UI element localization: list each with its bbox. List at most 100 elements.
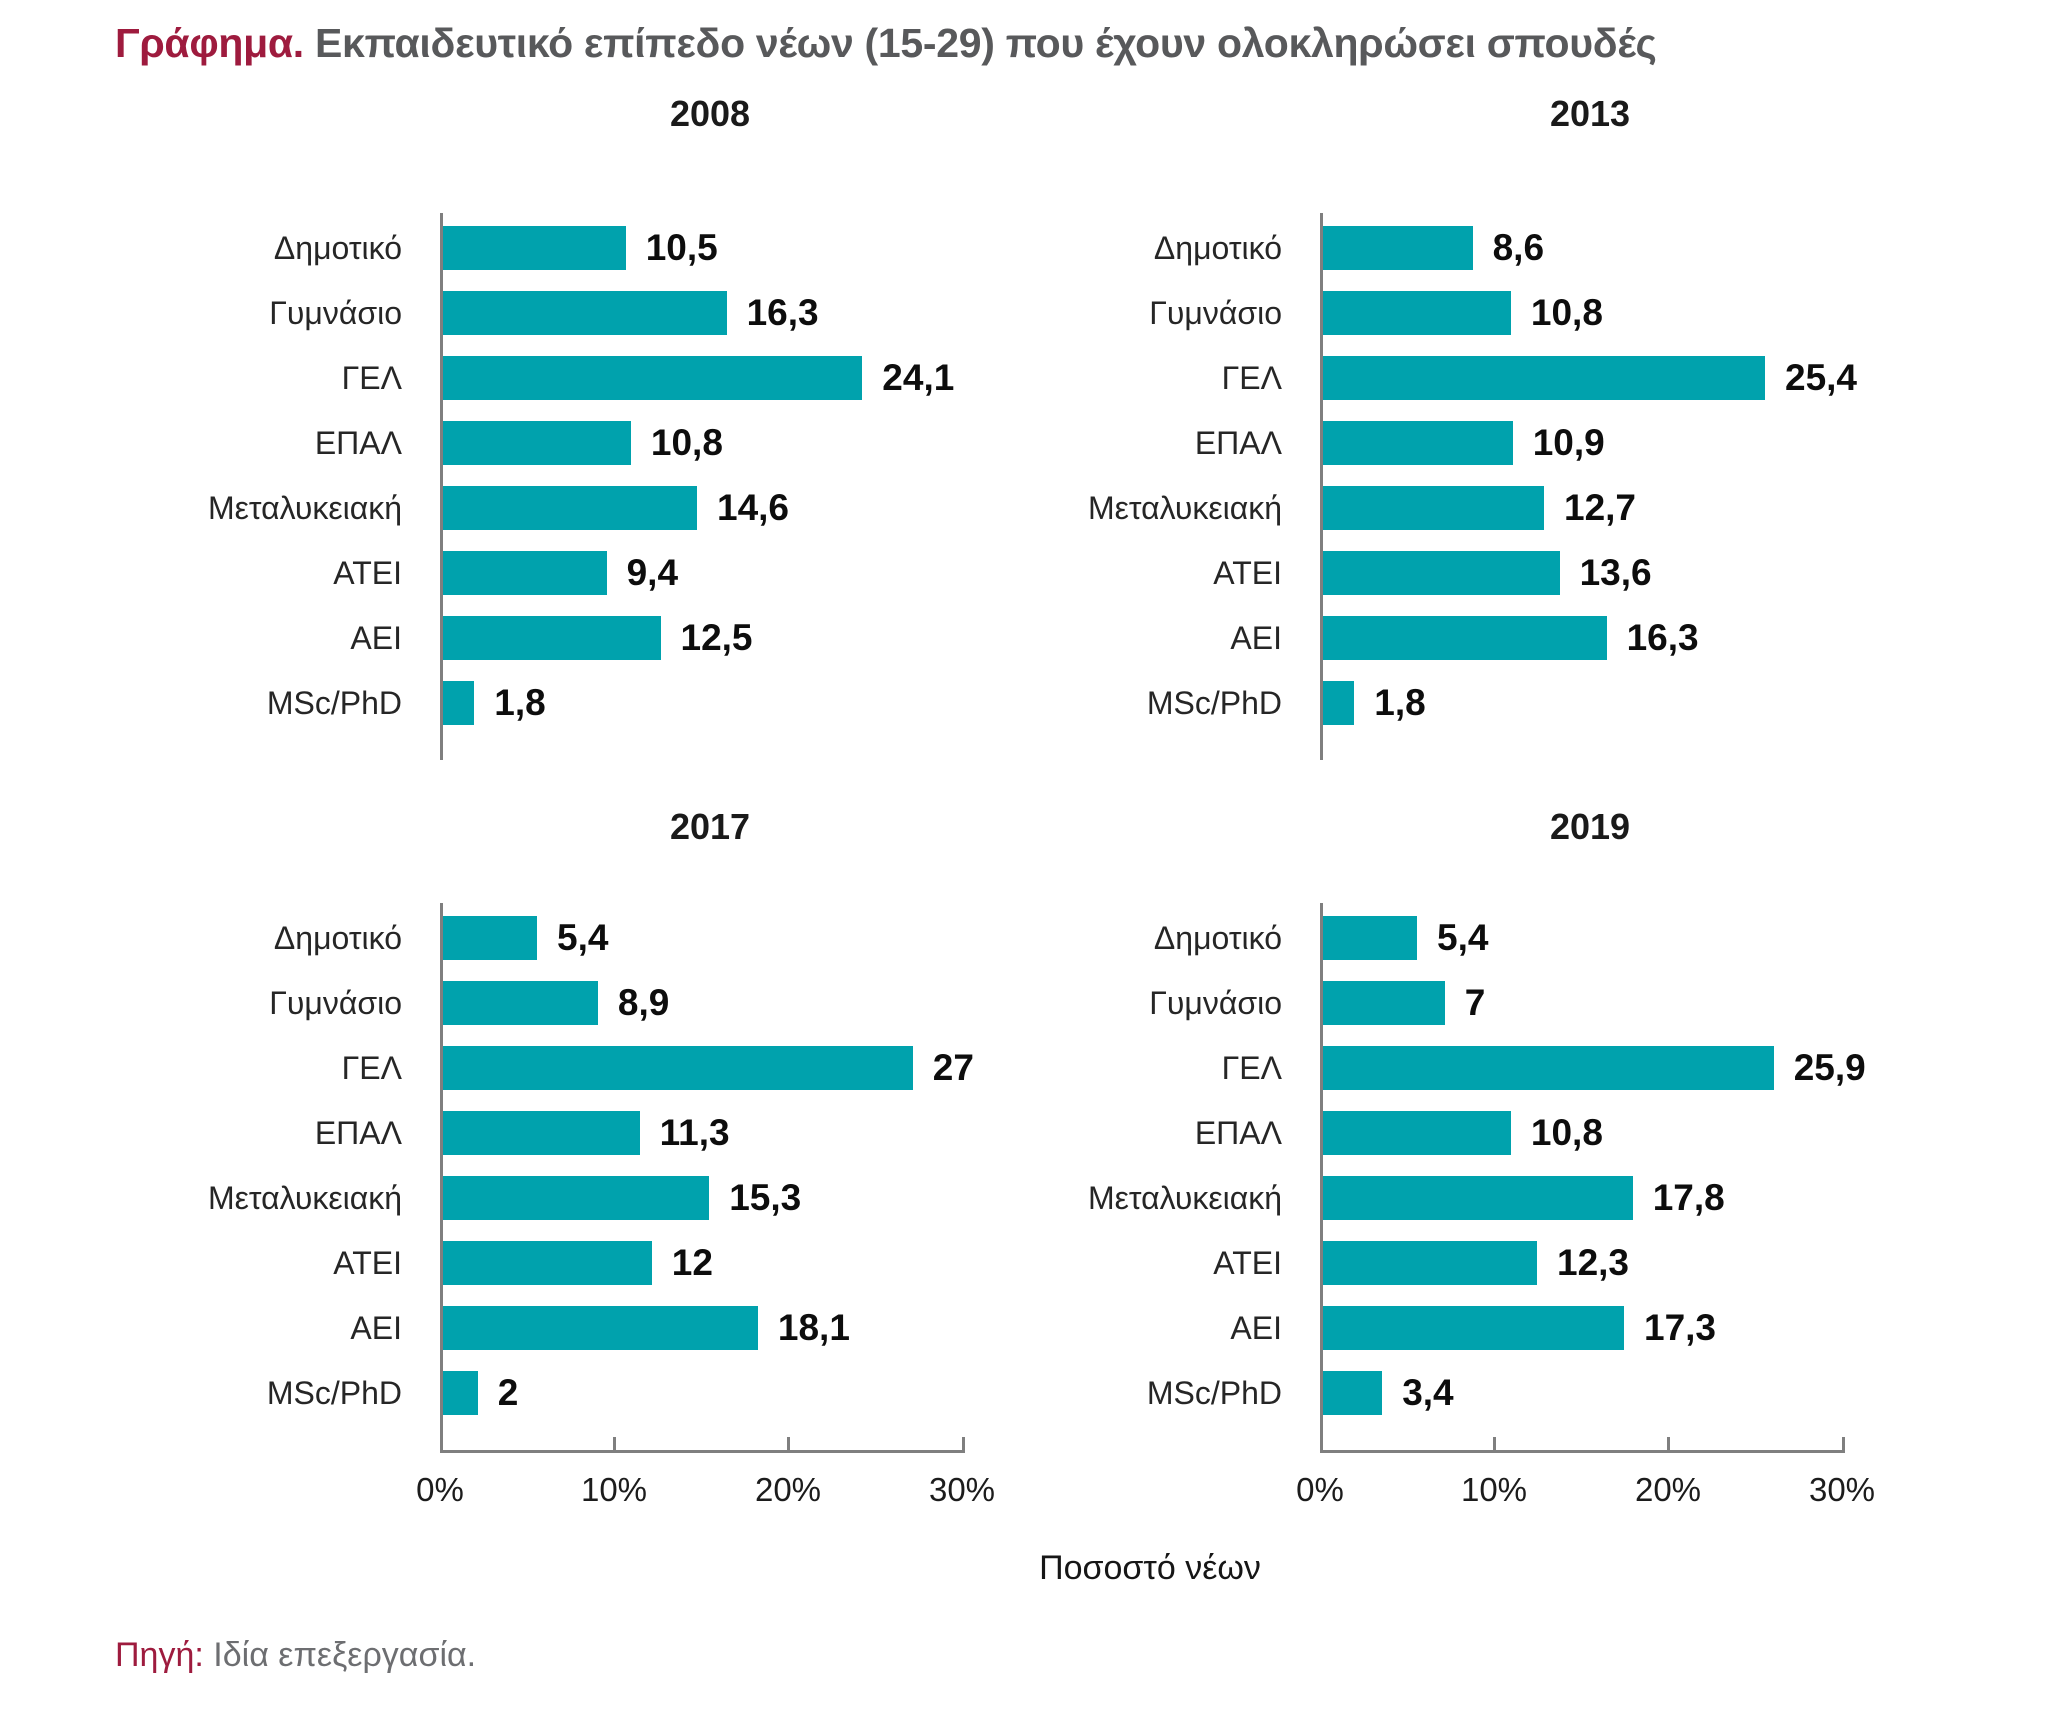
bar-row: Δημοτικό 8,6 (1035, 226, 1860, 271)
category-label: ΑΤΕΙ (333, 1244, 402, 1281)
bar (443, 1046, 913, 1091)
category-label: Γυμνάσιο (1149, 294, 1282, 331)
y-axis-line (440, 213, 443, 761)
category-label: Γυμνάσιο (269, 294, 402, 331)
bar (443, 616, 661, 661)
bar-track: 1,8 (440, 681, 980, 726)
category-label: ΑΕΙ (1230, 1309, 1282, 1346)
bar-track: 25,9 (1320, 1046, 1866, 1091)
value-label: 17,8 (1652, 1177, 1725, 1219)
x-axis-title: Ποσοστό νέων (1039, 1549, 1261, 1588)
value-label: 7 (1464, 982, 1486, 1024)
bar-row: ΑΤΕΙ 12,3 (1035, 1241, 1860, 1286)
category-label: Δημοτικό (273, 229, 402, 266)
bar-track: 16,3 (1320, 616, 1860, 661)
value-label: 16,3 (746, 292, 819, 334)
bar-track: 24,1 (440, 356, 980, 401)
bar (1323, 356, 1765, 401)
bar-track: 12 (440, 1241, 980, 1286)
bar-track: 10,8 (1320, 1111, 1860, 1156)
bar (443, 356, 863, 401)
bar-row: ΕΠΑΛ 10,9 (1035, 421, 1860, 466)
value-label: 1,8 (494, 682, 546, 724)
value-label: 14,6 (717, 487, 790, 529)
panel-2019: 2019 Δημοτικό 5,4 Γυμνάσιο 7 ΓΕΛ 25,9 ΕΠΑΛ 10,8… (1035, 806, 1875, 1515)
category-label: Γυμνάσιο (269, 984, 402, 1021)
bar (443, 226, 626, 271)
panel-2017: 2017 Δημοτικό 5,4 Γυμνάσιο 8,9 ΓΕΛ 27 ΕΠΑΛ 11,3… (155, 806, 995, 1515)
x-axis-tick-label: 30% (1808, 1471, 1876, 1509)
source-prefix: Πηγή: (115, 1636, 204, 1675)
category-label: ΓΕΛ (341, 1049, 402, 1086)
x-axis-tick-label: 10% (1460, 1471, 1528, 1509)
bar (1323, 681, 1355, 726)
bar-row: Γυμνάσιο 10,8 (1035, 291, 1860, 336)
x-axis-line (1320, 1437, 1845, 1454)
bar-row: Μεταλυκειακή 14,6 (155, 486, 980, 531)
bar-row: ΑΤΕΙ 13,6 (1035, 551, 1860, 596)
x-axis-tick-label: 30% (928, 1471, 996, 1509)
value-label: 12,5 (680, 617, 753, 659)
bar-track: 12,5 (440, 616, 980, 661)
bar-row: Γυμνάσιο 7 (1035, 981, 1860, 1026)
category-label: ΑΕΙ (1230, 619, 1282, 656)
bar (1323, 1306, 1624, 1351)
category-label: ΓΕΛ (341, 359, 402, 396)
bar-track: 8,9 (440, 981, 980, 1026)
panel-2008: 2008 Δημοτικό 10,5 Γυμνάσιο 16,3 ΓΕΛ 24,1 ΕΠΑΛ… (155, 93, 980, 761)
facet-grid: 2008 Δημοτικό 10,5 Γυμνάσιο 16,3 ΓΕΛ 24,1 ΕΠΑΛ… (155, 93, 1875, 1515)
bar-track: 16,3 (440, 291, 980, 336)
x-axis-tick (786, 1437, 790, 1451)
category-label: Μεταλυκειακή (207, 489, 402, 526)
value-label: 12,7 (1564, 487, 1637, 529)
x-axis-tick-label: 0% (416, 1471, 464, 1509)
value-label: 5,4 (557, 917, 609, 959)
bar (443, 291, 727, 336)
bar (1323, 1241, 1537, 1286)
bar-row: MSc/PhD 1,8 (1035, 681, 1860, 726)
category-label: Μεταλυκειακή (1087, 1179, 1282, 1216)
bar (443, 486, 697, 531)
value-label: 9,4 (626, 552, 679, 594)
figure-title: Γράφημα. Εκπαιδευτικό επίπεδο νέων (15-2… (115, 20, 2048, 67)
value-label: 25,4 (1785, 357, 1858, 399)
y-axis-line (440, 903, 443, 1451)
bar-track: 10,9 (1320, 421, 1860, 466)
bar-track: 7 (1320, 981, 1860, 1026)
x-axis: 0% 10% 20% 30% (1296, 1437, 1875, 1515)
bar (443, 681, 475, 726)
bar (443, 551, 607, 596)
category-label: ΕΠΑΛ (1194, 424, 1282, 461)
value-label: 2 (497, 1372, 519, 1414)
value-label: 1,8 (1374, 682, 1426, 724)
bar-track: 10,8 (1320, 291, 1860, 336)
plot-area: Δημοτικό 5,4 Γυμνάσιο 8,9 ΓΕΛ 27 ΕΠΑΛ 11,3 Μεταλ… (155, 903, 980, 1451)
bar (1323, 916, 1417, 961)
bar-track: 10,5 (440, 226, 980, 271)
bar (1323, 1046, 1774, 1091)
value-label: 10,8 (650, 422, 723, 464)
category-label: ΑΤΕΙ (333, 554, 402, 591)
bar-track: 15,3 (440, 1176, 980, 1221)
category-label: MSc/PhD (1146, 684, 1282, 721)
y-axis-line (1320, 903, 1323, 1451)
plot-area: Δημοτικό 5,4 Γυμνάσιο 7 ΓΕΛ 25,9 ΕΠΑΛ 10,8 Μεταλ… (1035, 903, 1866, 1451)
bar (443, 916, 537, 961)
bar-row: ΑΕΙ 17,3 (1035, 1306, 1860, 1351)
category-label: ΕΠΑΛ (1194, 1114, 1282, 1151)
x-axis-tick-label: 0% (1296, 1471, 1344, 1509)
bar (1323, 1176, 1633, 1221)
value-label: 10,9 (1532, 422, 1605, 464)
value-label: 16,3 (1626, 617, 1699, 659)
category-label: Δημοτικό (273, 919, 402, 956)
category-label: Δημοτικό (1153, 919, 1282, 956)
x-axis: 0% 10% 20% 30% (416, 1437, 995, 1515)
x-axis-tick-labels: 0% 10% 20% 30% (416, 1453, 995, 1515)
category-label: MSc/PhD (1146, 1374, 1282, 1411)
bar-row: ΓΕΛ 25,4 (1035, 356, 1860, 401)
category-label: MSc/PhD (266, 1374, 402, 1411)
bar (443, 1176, 710, 1221)
panel-title: 2017 (669, 806, 751, 848)
category-label: ΑΕΙ (350, 1309, 402, 1346)
bar-row: ΕΠΑΛ 10,8 (1035, 1111, 1860, 1156)
